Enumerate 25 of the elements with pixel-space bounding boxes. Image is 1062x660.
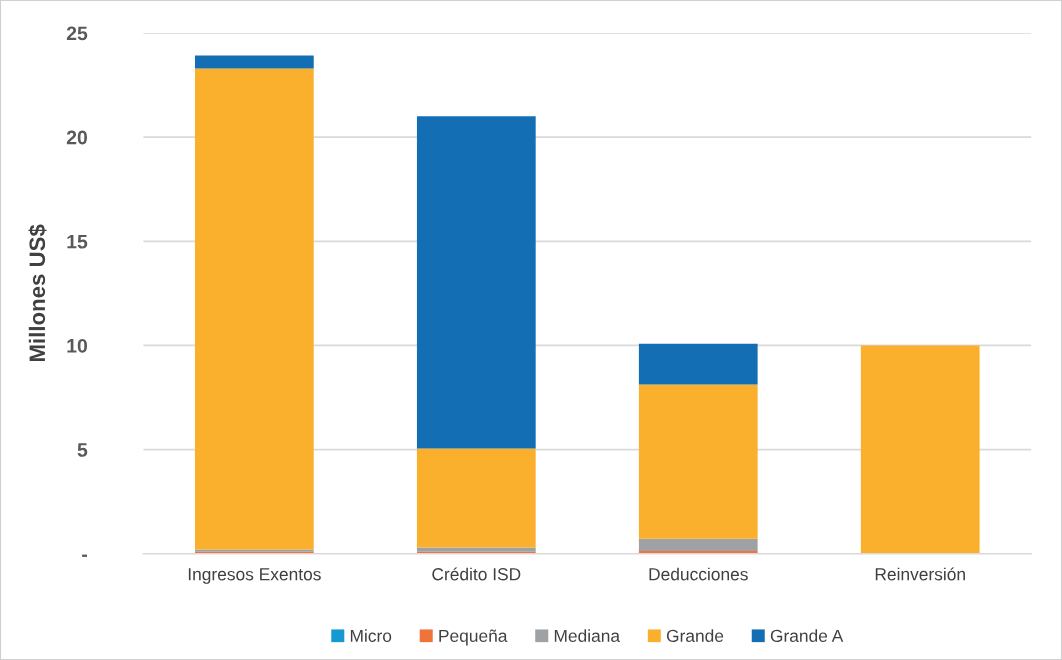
y-tick-label: 10 [67, 338, 88, 353]
legend-label: Micro [350, 629, 392, 642]
y-tick-label: 5 [77, 443, 88, 457]
y-tick-label: 25 [66, 26, 88, 41]
x-tick-label: Crédito ISD [432, 567, 521, 581]
bar [416, 547, 536, 552]
bar [194, 68, 314, 550]
bar [638, 384, 758, 539]
y-tick-label: - [82, 554, 88, 557]
y-tick-label: 15 [67, 234, 88, 249]
legend-label: Pequeña [439, 629, 508, 646]
bar [638, 538, 758, 552]
y-tick-label: 20 [66, 130, 88, 145]
bar [194, 55, 314, 69]
legend-label: Grande A [770, 629, 844, 642]
legend-label: Grande [666, 629, 724, 642]
bar [416, 116, 536, 449]
x-tick-label: Reinversión [875, 567, 965, 581]
x-tick-label: Ingresos Exentos [188, 568, 321, 584]
legend-label: Mediana [554, 629, 621, 642]
y-axis-title: Millones US$ [28, 224, 47, 362]
x-tick-label: Deducciones [649, 567, 748, 581]
bar [638, 343, 758, 385]
bar [860, 345, 980, 554]
bar [416, 448, 536, 548]
